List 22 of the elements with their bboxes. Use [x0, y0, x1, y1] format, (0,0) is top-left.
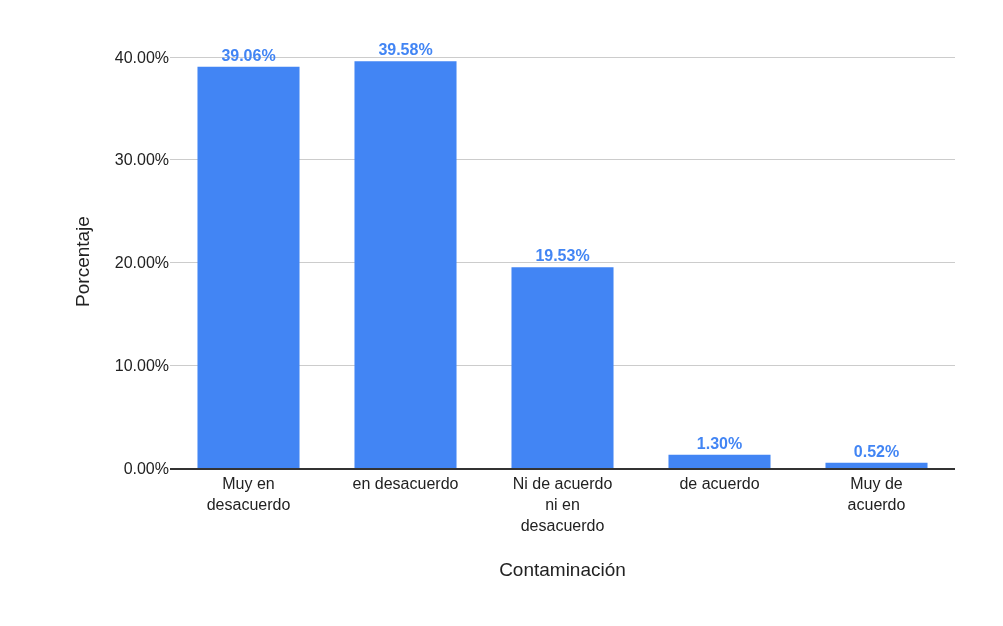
y-tick-label: 40.00% [114, 48, 169, 66]
data-label: 19.53% [535, 247, 590, 265]
bar [197, 66, 300, 468]
y-tick-label: 20.00% [114, 254, 169, 272]
x-axis-title: Contaminación [499, 558, 626, 580]
bar [511, 267, 614, 468]
x-tick-label: Muy en desacuerdo [206, 474, 291, 513]
x-tick-label: Muy de acuerdo [847, 474, 906, 513]
data-label: 39.06% [221, 46, 276, 64]
bar [354, 61, 457, 468]
y-tick-label: 30.00% [114, 151, 169, 169]
data-label: 39.58% [378, 41, 433, 59]
data-label: 1.30% [696, 434, 743, 452]
y-axis-title: Porcentaje [71, 216, 93, 307]
data-label: 0.52% [853, 442, 900, 460]
bar [668, 454, 771, 468]
x-tick-label: de acuerdo [679, 474, 760, 492]
y-tick-label: 10.00% [114, 356, 169, 374]
bar [825, 462, 928, 468]
x-tick-label: Ni de acuerdo ni en desacuerdo [512, 474, 613, 534]
y-tick-label: 0.00% [123, 459, 169, 477]
x-tick-label: en desacuerdo [352, 474, 459, 492]
